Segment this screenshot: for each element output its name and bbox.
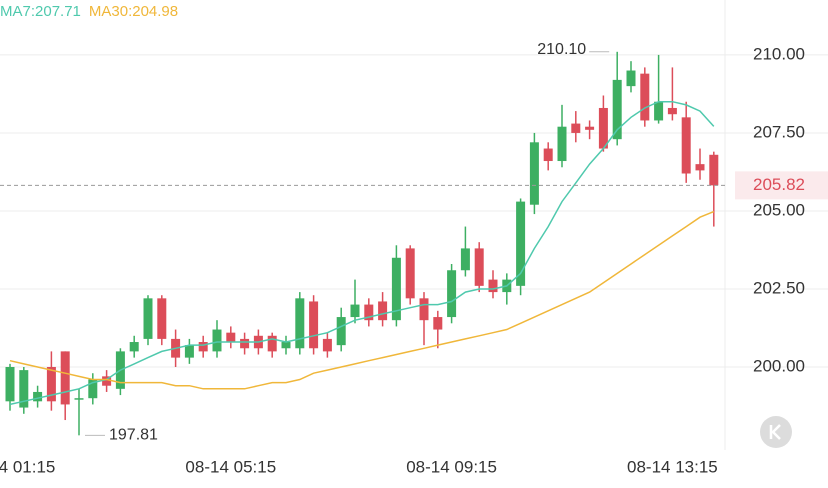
candle-body: [474, 248, 484, 286]
plot: [5, 51, 719, 436]
candle-body: [585, 126, 595, 130]
x-tick-label: 08-14 13:15: [627, 457, 718, 476]
grid: 200.00 202.50 205.00 207.50 210.00 08-14 01:1…: [0, 0, 828, 476]
candle-body: [267, 335, 277, 352]
candle-body: [143, 298, 153, 339]
candle-body: [295, 298, 305, 349]
last-price-label: 205.82: [753, 175, 805, 194]
candle-body: [60, 351, 70, 405]
candle-body: [667, 107, 677, 115]
candle-body: [184, 345, 194, 358]
candle-body: [309, 301, 319, 349]
candle-body: [129, 342, 139, 352]
y-tick-label: 200.00: [753, 356, 805, 375]
candle-body: [281, 342, 291, 349]
legend-entry: MA7:207.71: [0, 3, 81, 20]
candle-body: [447, 270, 457, 318]
x-tick-label: 08-14 05:15: [185, 457, 276, 476]
candle-body: [709, 154, 719, 186]
annotations: 205.82 210.10 197.81: [0, 41, 828, 444]
candle-body: [695, 164, 705, 171]
y-tick-label: 210.00: [753, 44, 805, 63]
candle-body: [322, 338, 332, 352]
last-price-bg: [735, 171, 828, 200]
y-tick-label: 205.00: [753, 200, 805, 219]
candle-body: [102, 376, 112, 386]
candle-body: [598, 107, 608, 149]
candle-body: [391, 257, 401, 321]
candle-body: [350, 304, 360, 318]
collapse-icon[interactable]: [769, 424, 781, 440]
candle-body: [640, 73, 650, 121]
collapse-button[interactable]: [760, 416, 792, 448]
candle-body: [543, 148, 553, 162]
high-label: 210.10: [537, 41, 586, 58]
y-tick-label: 202.50: [753, 278, 805, 297]
candle-body: [612, 79, 622, 140]
x-tick-label: 08-14 01:15: [0, 457, 55, 476]
candle-body: [681, 117, 691, 174]
candle-body: [419, 298, 429, 321]
candle-body: [5, 366, 15, 402]
candle-body: [157, 298, 167, 339]
candle-body: [46, 366, 56, 402]
candle-body: [557, 126, 567, 162]
candle-body: [336, 317, 346, 346]
candle-body: [529, 142, 539, 205]
candle-body: [364, 304, 374, 321]
ma-line: [9, 100, 715, 406]
candle-body: [488, 279, 498, 293]
candle-body: [405, 248, 415, 299]
low-label: 197.81: [109, 427, 158, 444]
y-tick-label: 207.50: [753, 122, 805, 141]
x-tick-label: 08-14 09:15: [406, 457, 497, 476]
candle-body: [240, 338, 250, 349]
candle-body: [516, 201, 526, 286]
candle-body: [226, 332, 236, 343]
candle-body: [212, 329, 222, 352]
candle-body: [460, 248, 470, 271]
candle-body: [654, 101, 664, 121]
ma-line: [9, 210, 715, 390]
candle-body: [33, 391, 43, 402]
candle-body: [626, 70, 636, 87]
collapse-button-bg[interactable]: [760, 416, 792, 448]
candle-body: [571, 123, 581, 133]
candle-body: [19, 370, 29, 408]
candle-body: [378, 301, 388, 321]
candle-body: [88, 379, 98, 399]
candle-body: [433, 317, 443, 330]
candle-body: [74, 398, 84, 400]
candle-body: [198, 342, 208, 352]
legend-entry: MA30:204.98: [89, 3, 178, 20]
